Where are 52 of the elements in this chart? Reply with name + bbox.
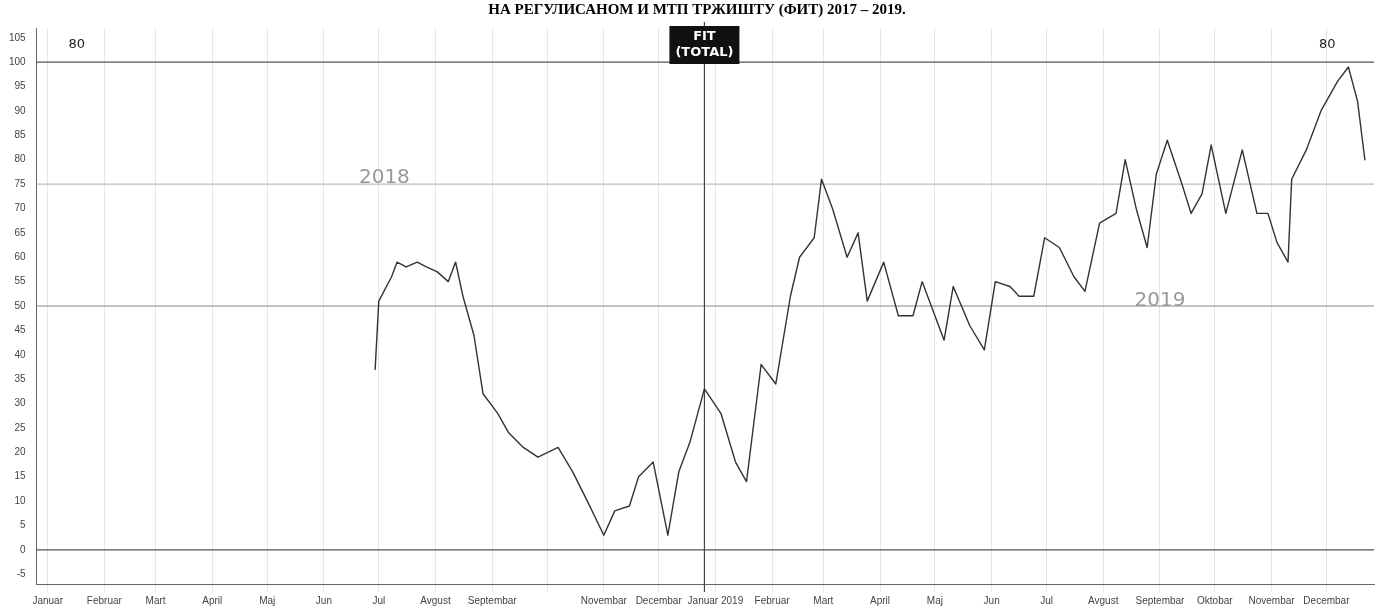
x-tick-label: Novembar [580,594,628,606]
x-tick-label: Mart [813,594,834,606]
y-tick-label: 40 [14,348,27,360]
x-tick-label: Novembar [1248,594,1296,606]
x-tick-label: Jun [315,594,332,606]
x-tick-label: Maj [259,594,276,606]
y-tick-label: 25 [14,421,27,433]
y-tick-label: 105 [9,31,27,43]
x-tick-label: April [202,594,223,606]
x-tick-label: Avgust [1088,594,1119,606]
y-tick-label: 0 [20,543,27,555]
x-tick-label: Februar [86,594,123,606]
y-tick-label: -5 [16,568,27,579]
y-tick-label: 50 [14,299,27,311]
x-tick-label: Februar [754,594,791,606]
x-tick-label: Januar [32,594,64,606]
y-tick-label: 80 [14,153,27,165]
y-tick-label: 95 [14,80,27,92]
y-tick-label: 100 [9,55,27,67]
y-tick-label: 85 [14,129,27,141]
x-tick-label: Jul [1040,594,1053,606]
annotation: 2018 [358,164,410,189]
x-tick-label: Jul [372,594,386,606]
x-tick-label: Mart [145,594,166,606]
x-tick-label: Oktobar [1197,594,1234,606]
x-tick-label: Jun [983,594,1000,606]
x-tick-label: Maj [926,594,943,606]
y-tick-label: 15 [14,470,27,482]
x-tick-label: Septembar [1135,594,1186,606]
y-tick-label: 10 [14,494,27,506]
x-tick-label: Januar 2019 [687,594,744,606]
y-tick-label: 35 [14,372,27,384]
ref-line-label: FIT (TOTAL) [675,27,734,59]
annotation: 80 [1318,36,1336,52]
x-tick-label: Decembar [635,594,683,606]
y-tick-label: 90 [14,104,27,116]
y-tick-label: 75 [14,177,27,189]
y-tick-label: 5 [20,519,27,531]
y-tick-label: 65 [14,226,27,238]
x-tick-label: April [870,594,891,606]
y-tick-label: 70 [14,202,27,214]
annotation: 80 [68,36,86,52]
y-tick-label: 60 [14,250,27,262]
y-tick-label: 55 [14,275,27,287]
x-tick-label: Septembar [467,594,518,606]
x-tick-label: Decembar [1303,594,1351,606]
chart-title: НА РЕГУЛИСАНОМ И МТП ТРЖИШТУ (ФИТ) 2017 – 2019. [487,0,907,18]
x-tick-label: Avgust [420,594,451,606]
annotation: 2019 [1134,286,1186,311]
y-tick-label: 45 [14,324,27,336]
y-tick-label: 30 [14,397,27,409]
y-tick-label: 20 [14,446,27,458]
